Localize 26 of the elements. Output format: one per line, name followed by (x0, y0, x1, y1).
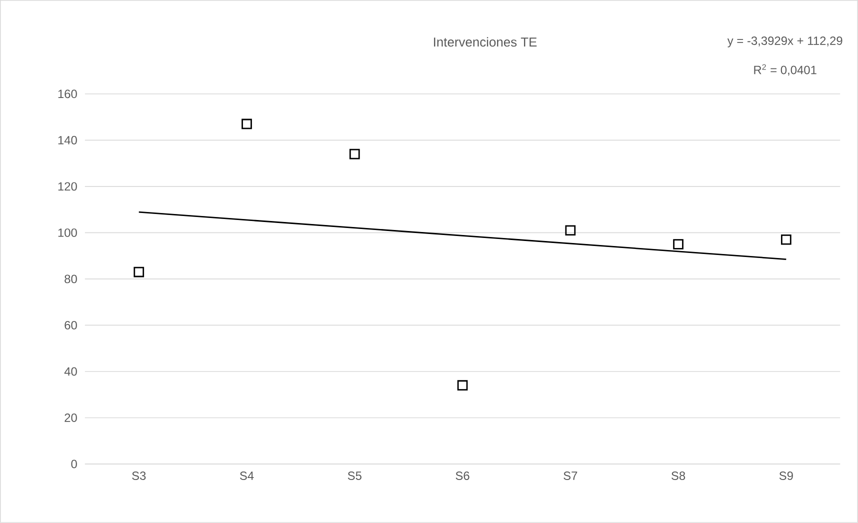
y-tick-label: 60 (64, 321, 77, 330)
x-tick-label: S3 (132, 472, 146, 480)
point (565, 225, 576, 236)
chart-title: Intervenciones TE (434, 37, 537, 47)
x-tick-label: S8 (672, 472, 686, 480)
y-tick-label: 160 (58, 90, 77, 98)
text: y = -3,3929x + 112,29 (727, 36, 842, 48)
text: R$^{2}$ = 0,0401 (754, 64, 816, 76)
y-tick-label: 120 (58, 182, 77, 191)
x-tick-label: S7 (564, 472, 578, 480)
point (134, 266, 144, 278)
y-tick-label: 100 (58, 228, 77, 237)
x-tick-label: S6 (456, 472, 470, 480)
x-tick-label: S5 (348, 472, 362, 480)
point (242, 118, 252, 130)
point (457, 380, 468, 391)
y-tick-label: 0 (71, 460, 77, 468)
point (673, 239, 684, 250)
x-tick-label: S4 (240, 472, 254, 480)
x-tick-label: S9 (779, 472, 793, 480)
y-tick-label: 20 (64, 414, 77, 422)
point (780, 234, 792, 245)
y-tick-label: 40 (64, 367, 77, 376)
y-tick-label: 140 (58, 136, 77, 144)
point (349, 148, 360, 160)
y-tick-label: 80 (64, 274, 77, 284)
